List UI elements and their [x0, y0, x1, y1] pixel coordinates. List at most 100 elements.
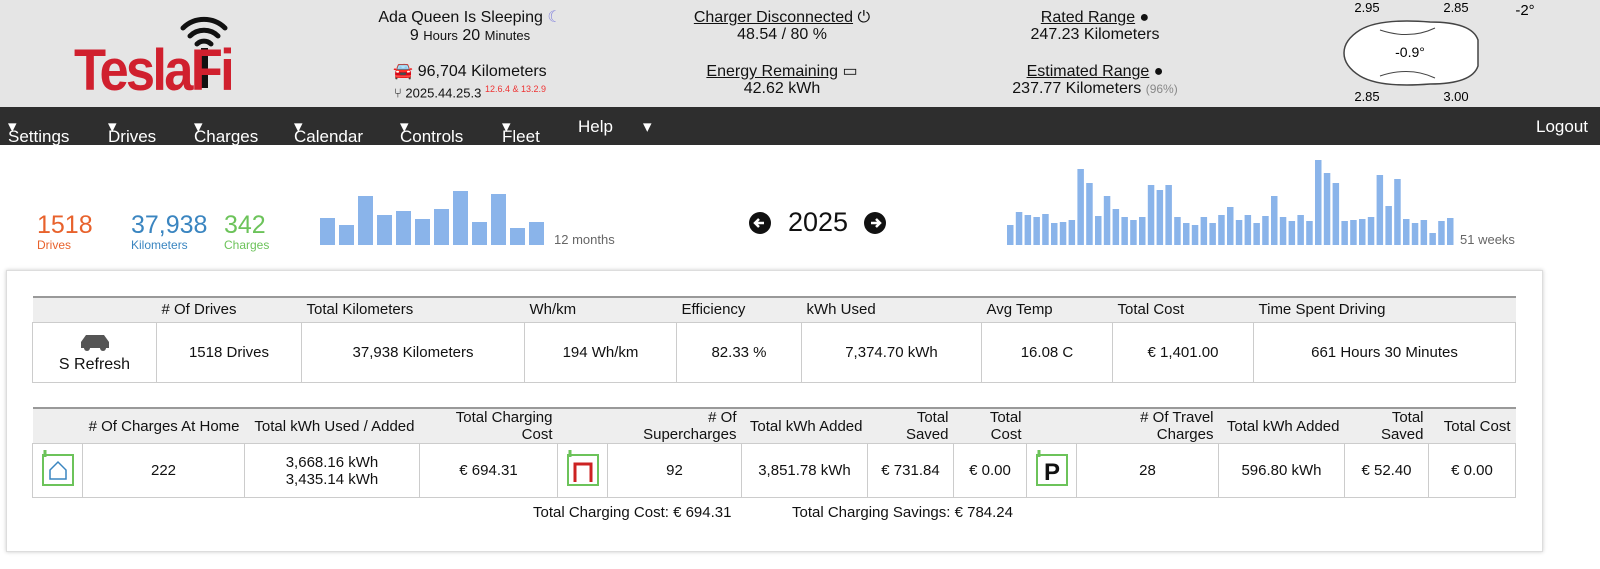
- bar: [1165, 185, 1172, 245]
- weekly-label: 51 weeks: [1460, 232, 1515, 247]
- cell: € 0.00: [1428, 443, 1516, 498]
- bar: [339, 225, 354, 245]
- header-cell: [32, 296, 157, 323]
- cell: 194 Wh/km: [524, 321, 677, 383]
- bar: [1235, 220, 1243, 245]
- bar: [1139, 217, 1146, 245]
- header-cell: # Of Supercharges: [607, 407, 742, 444]
- energy: Energy Remaining ▭: [706, 63, 858, 80]
- energy-label[interactable]: Energy Remaining: [706, 63, 839, 80]
- nav-dropdown[interactable]: ▾: [643, 117, 652, 136]
- svg-text:P: P: [1043, 459, 1059, 486]
- monthly-label: 12 months: [554, 232, 615, 247]
- bar: [1429, 233, 1436, 245]
- logout[interactable]: Logout: [1536, 117, 1588, 136]
- bar: [1121, 217, 1128, 245]
- header-cell: # Of Charges At Home: [82, 407, 245, 444]
- home-icon: [41, 449, 74, 486]
- nav-text: Controls: [400, 127, 464, 146]
- bar: [1341, 221, 1348, 245]
- kwh-added: 3,435.14 kWh: [285, 470, 379, 488]
- bar: [1103, 196, 1111, 245]
- total-savings: Total Charging Savings: € 784.24: [792, 504, 1013, 521]
- header-cell: Time Spent Driving: [1253, 296, 1516, 323]
- bar: [1130, 220, 1137, 245]
- sleep-time: 9 Hours 20 Minutes: [340, 27, 600, 45]
- bar: [1051, 223, 1058, 245]
- bar: [1438, 221, 1445, 245]
- logo-text: TeslaFi: [74, 38, 232, 95]
- charge-level: 48.54 / 80 %: [737, 26, 827, 43]
- header-cell: Total Charging Cost: [419, 407, 558, 444]
- nav-text: Fleet: [502, 127, 540, 146]
- bar: [1200, 217, 1208, 245]
- cell: 7,374.70 kWh: [801, 321, 982, 383]
- header-cell: Total Cost: [953, 407, 1027, 444]
- bar: [1403, 219, 1410, 245]
- bar: [1306, 221, 1313, 245]
- bar: [1086, 183, 1093, 245]
- bar: [358, 196, 373, 245]
- bar: [1376, 175, 1384, 245]
- header-cell: [1026, 407, 1077, 444]
- header-cell: kWh Used: [801, 296, 982, 323]
- outside-temp: -2°: [1515, 2, 1534, 19]
- version: ⑂ 2025.44.25.3 12.6.4 & 13.2.9: [393, 84, 546, 101]
- nav-item[interactable]: Controls ▾: [400, 117, 464, 146]
- bar: [1271, 196, 1278, 245]
- bar: [1209, 223, 1216, 245]
- car-diagram: -0.9° 2.95 2.85 2.85 3.00 -2°: [1343, 0, 1535, 104]
- header-cell: Total Saved: [1344, 407, 1429, 444]
- minutes: 20: [462, 27, 481, 44]
- odometer-text: 96,704 Kilometers: [417, 63, 547, 80]
- estimated-text: 237.77 Kilometers: [1012, 80, 1142, 97]
- nav-item[interactable]: Help: [578, 117, 613, 136]
- icon-cell: [557, 443, 608, 498]
- bar: [1411, 223, 1419, 245]
- parking-icon: P: [1035, 449, 1068, 486]
- header-cell: Total Saved: [867, 407, 954, 444]
- cell: 82.33 %: [676, 321, 802, 383]
- estimated-label[interactable]: Estimated Range: [1026, 63, 1150, 80]
- cell: € 731.84: [867, 443, 954, 498]
- header-cell: Wh/km: [524, 296, 677, 323]
- header-cell: Total Cost: [1428, 407, 1516, 444]
- bar: [1447, 218, 1454, 245]
- nav-item[interactable]: Settings ▾: [8, 117, 70, 146]
- drives-label: Drives: [37, 238, 72, 252]
- header-cell: Total Cost: [1112, 296, 1254, 323]
- kwh-used: 3,668.16 kWh: [285, 453, 379, 471]
- nav-item[interactable]: Charges ▾: [194, 117, 259, 146]
- header-cell: Total kWh Used / Added: [244, 407, 420, 444]
- hours: 9: [409, 27, 419, 44]
- bar: [1147, 185, 1155, 245]
- bar: [1112, 209, 1120, 245]
- icon-cell: [32, 443, 83, 498]
- monthly-chart: [320, 191, 544, 245]
- estimated-value: 237.77 Kilometers (96%): [960, 80, 1230, 98]
- total-cost: Total Charging Cost: € 694.31: [533, 504, 732, 521]
- bar: [1323, 173, 1331, 245]
- rated-value: 247.23 Kilometers: [1030, 26, 1160, 43]
- header-cell: Efficiency: [676, 296, 802, 323]
- panel: [6, 270, 1543, 552]
- rated: Rated Range ●: [1040, 9, 1150, 26]
- nav-item[interactable]: Fleet ▾: [502, 117, 540, 146]
- icon-cell: P: [1026, 443, 1077, 498]
- bar: [1095, 216, 1102, 245]
- bar: [1262, 216, 1269, 245]
- cell: 37,938 Kilometers: [301, 321, 525, 383]
- cell: € 694.31: [419, 443, 558, 498]
- logo: TeslaFi: [74, 16, 235, 95]
- cell: € 52.40: [1344, 443, 1429, 498]
- charger-label[interactable]: Charger Disconnected: [693, 9, 854, 26]
- rated-label[interactable]: Rated Range: [1040, 9, 1136, 26]
- bar: [1253, 223, 1260, 245]
- tire-pressure: 3.00: [1443, 89, 1468, 104]
- nav-item[interactable]: Drives ▾: [108, 117, 157, 146]
- bar: [1394, 179, 1401, 245]
- cell: 222: [82, 443, 245, 498]
- cell: 3,851.78 kWh: [741, 443, 868, 498]
- nav-item[interactable]: Calendar ▾: [294, 117, 363, 146]
